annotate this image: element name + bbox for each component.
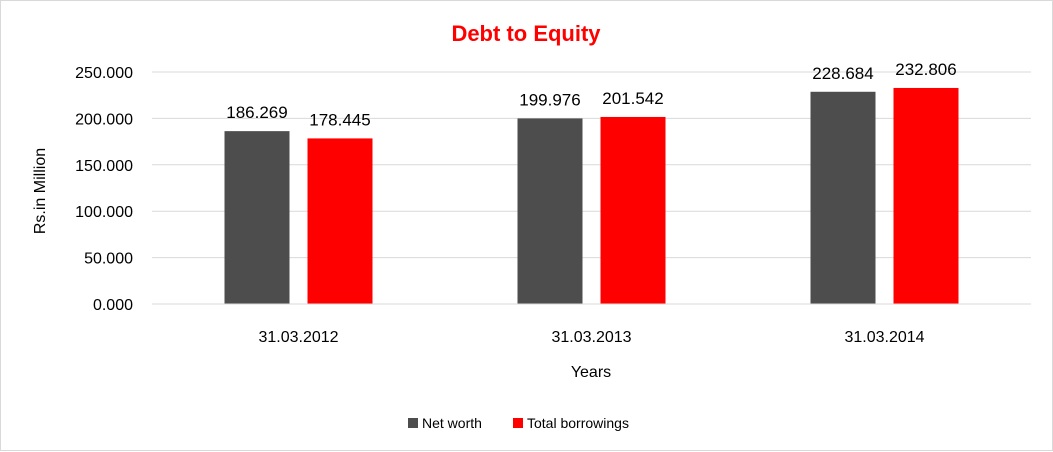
x-axis-ticks: 31.03.2012 31.03.2013 31.03.2014 (258, 329, 924, 346)
data-label: 178.445 (309, 110, 370, 129)
bar-total-borrowings (893, 87, 959, 305)
bar-net-worth (224, 131, 290, 304)
y-axis-title: Rs.in Million (32, 148, 49, 234)
legend-label: Total borrowings (527, 415, 629, 431)
bar-net-worth (810, 91, 876, 304)
y-tick-label: 50.000 (84, 251, 133, 268)
bars (224, 87, 959, 305)
data-label: 186.269 (226, 103, 287, 122)
y-tick-label: 150.000 (75, 158, 133, 175)
data-labels: 186.269 178.445 199.976 201.542 228.684 232.8… (226, 60, 956, 129)
legend-swatch (513, 418, 523, 428)
data-label: 199.976 (519, 90, 580, 109)
x-tick-label: 31.03.2013 (551, 329, 631, 346)
legend: Net worth Total borrowings (408, 415, 629, 431)
gridlines (152, 71, 1031, 259)
x-axis-title: Years (571, 364, 611, 381)
x-tick-label: 31.03.2014 (844, 329, 924, 346)
data-label: 201.542 (602, 89, 663, 108)
bar-net-worth (517, 118, 583, 304)
bar-total-borrowings (307, 138, 373, 304)
legend-swatch (408, 418, 418, 428)
y-tick-label: 250.000 (75, 65, 133, 82)
y-tick-label: 100.000 (75, 204, 133, 221)
legend-label: Net worth (422, 415, 482, 431)
y-tick-label: 0.000 (93, 297, 133, 314)
data-label: 232.806 (895, 60, 956, 79)
bar-total-borrowings (600, 116, 666, 304)
x-tick-label: 31.03.2012 (258, 329, 338, 346)
data-label: 228.684 (812, 64, 873, 83)
chart-title: Debt to Equity (451, 21, 601, 46)
y-axis-ticks: 0.000 50.000 100.000 150.000 200.000 250.000 (75, 65, 133, 314)
y-tick-label: 200.000 (75, 111, 133, 128)
